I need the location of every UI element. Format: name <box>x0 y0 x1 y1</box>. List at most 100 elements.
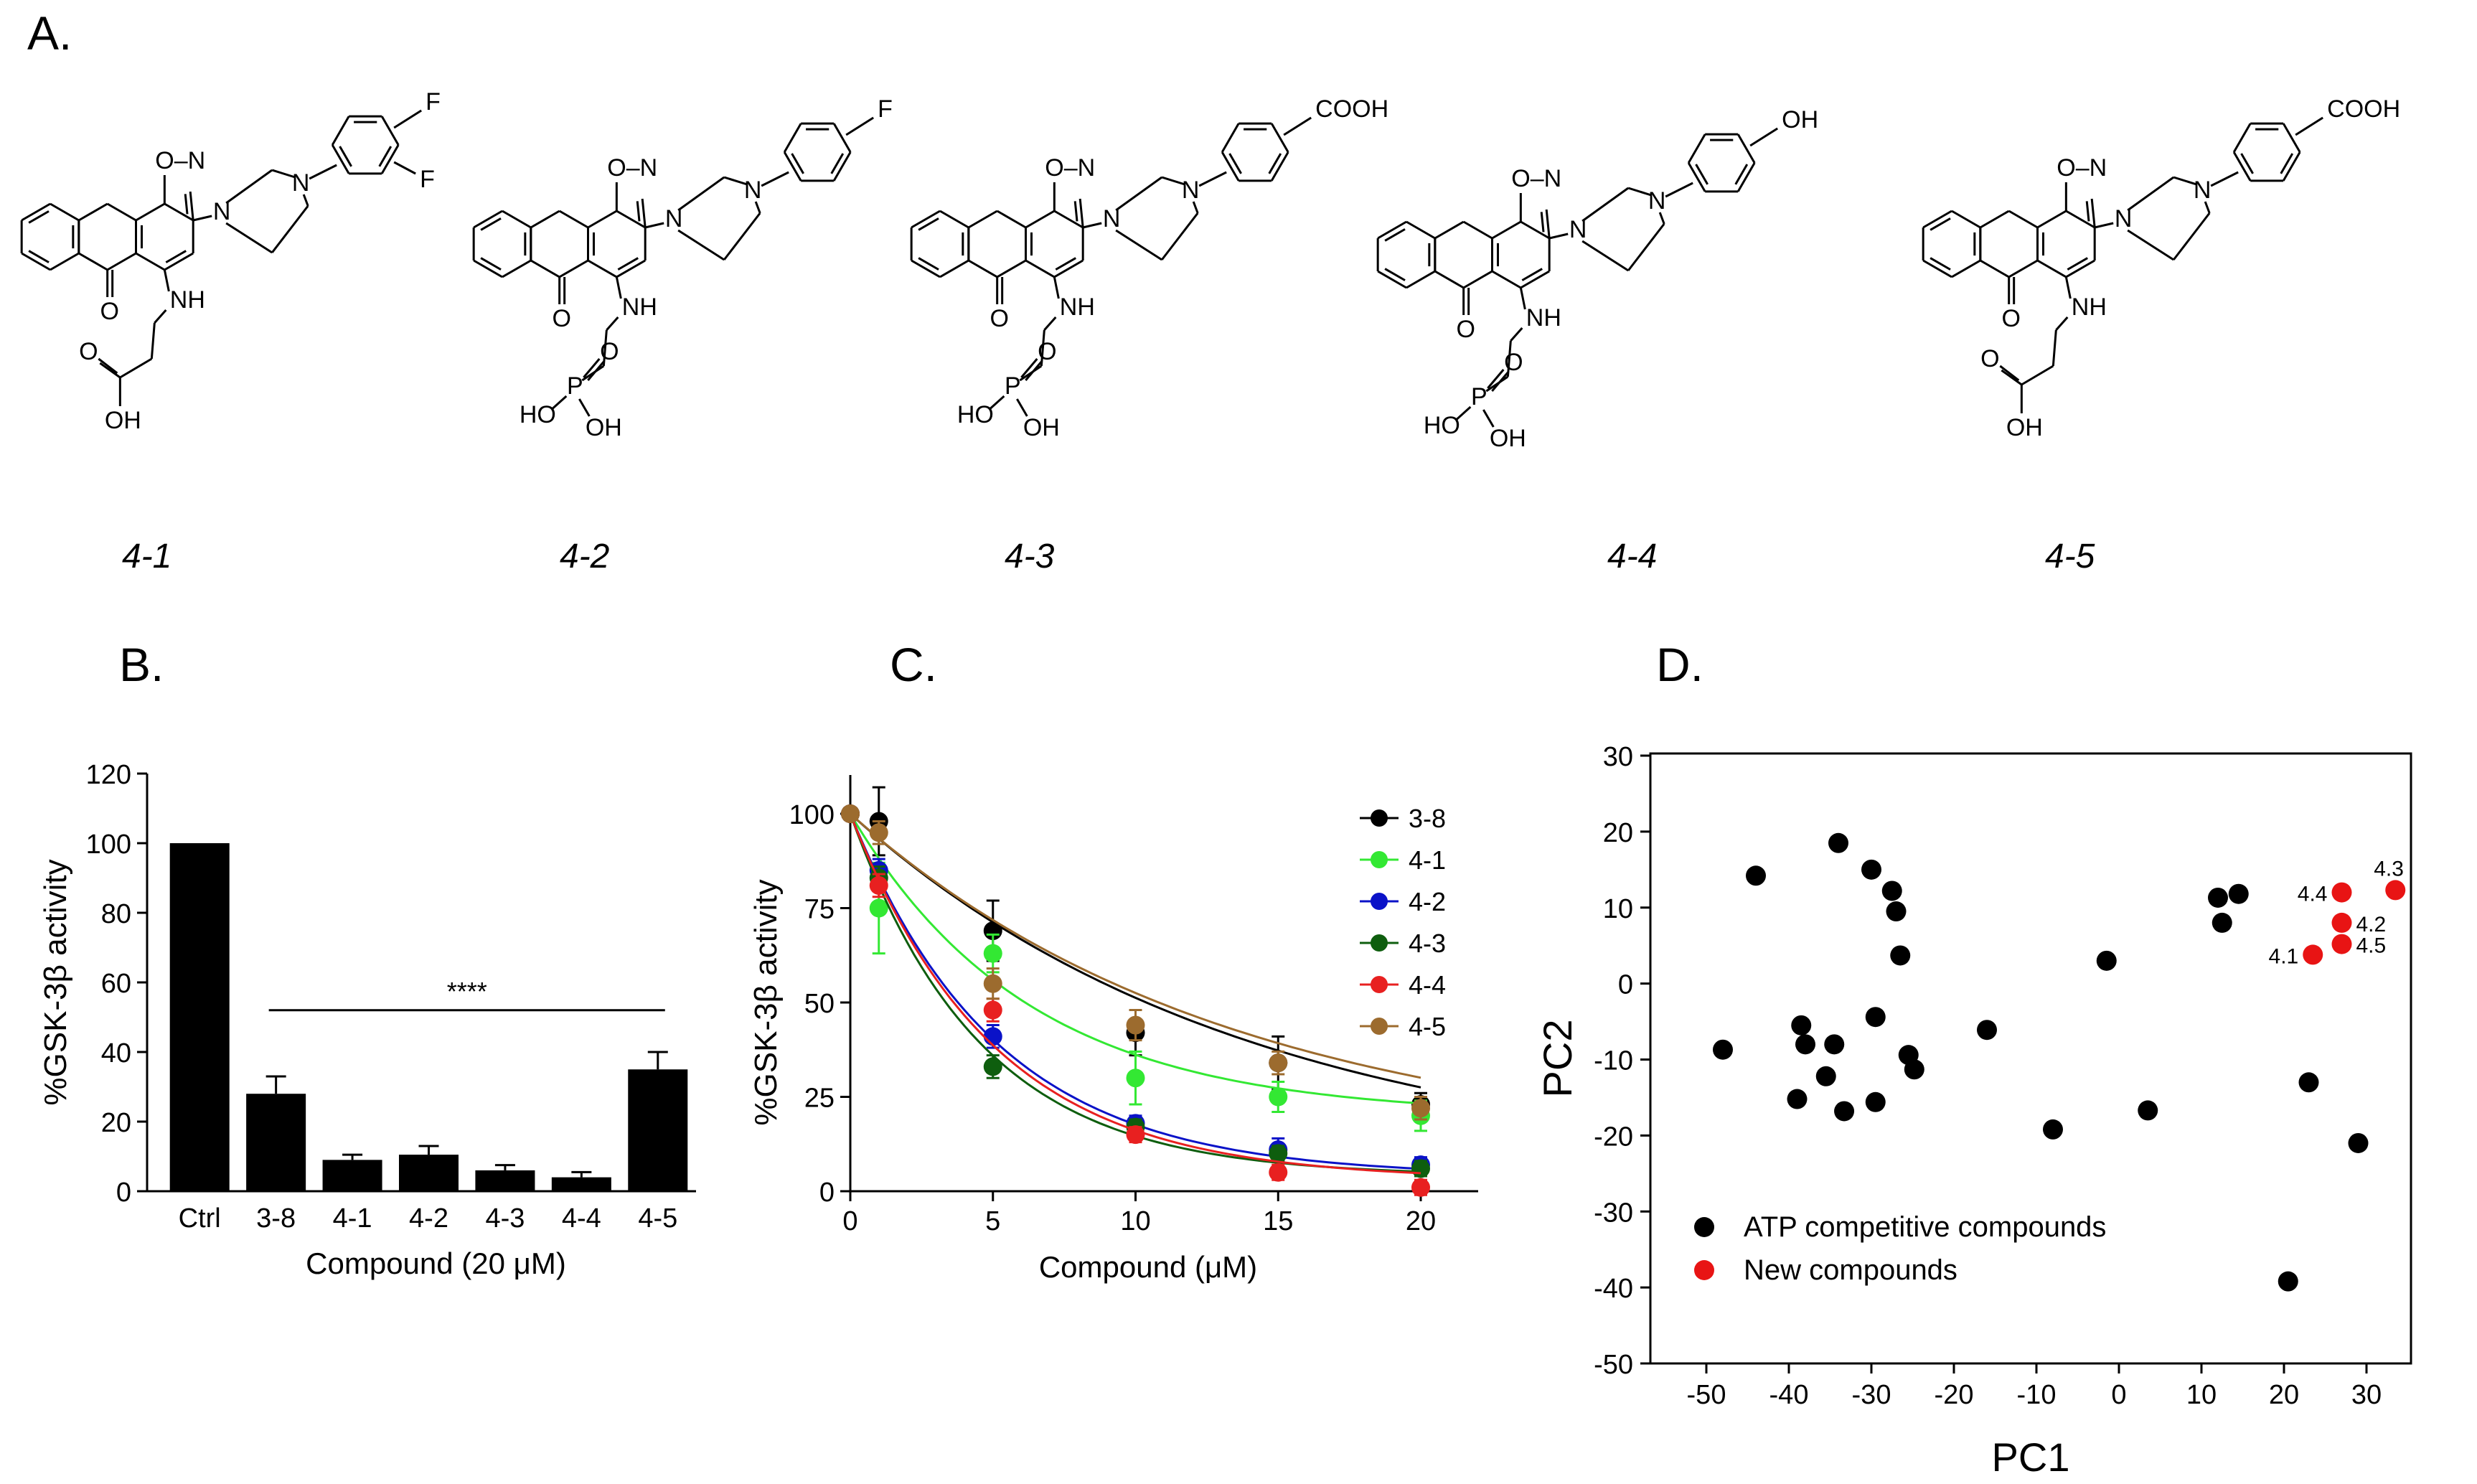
legend-label: 4-4 <box>1409 970 1446 1000</box>
phenyl-ring-bond <box>1238 122 1272 125</box>
phosphorus-label: P <box>567 372 583 400</box>
piperazine-link-bond <box>644 222 664 229</box>
bar <box>246 1094 306 1191</box>
piperazine-n2-label: N <box>1648 187 1666 215</box>
aryl-ring-bond <box>1491 220 1522 240</box>
y-tick-label: 0 <box>116 1178 131 1208</box>
y-tick-label: 30 <box>1603 742 1633 772</box>
linker-bond <box>1506 340 1512 377</box>
phenyl-ring-bond <box>1270 123 1289 153</box>
phenyl-ring-bond <box>801 179 835 182</box>
fit-curve <box>850 812 1421 1079</box>
benzo-ring-bond <box>1922 210 1952 229</box>
atp-compound-point <box>1828 832 1848 853</box>
isoxazole-bond <box>1078 198 1084 228</box>
piperazine-bond <box>302 194 309 207</box>
benzo-ring-double-bond <box>28 210 50 224</box>
aryl-ring-double-bond <box>165 250 187 263</box>
piperazine-bond <box>2173 176 2197 186</box>
atp-compound-point <box>2138 1100 2158 1121</box>
ketone-oxygen-label: O <box>552 305 570 332</box>
piperazine-bond <box>1160 212 1199 260</box>
x-tick-label: 20 <box>1406 1206 1436 1236</box>
ketone-oxygen-label: O <box>2001 305 2020 332</box>
piperazine-bond <box>1161 176 1185 186</box>
data-point <box>1126 1015 1145 1035</box>
carboxyl-bond <box>98 357 118 375</box>
aryl-ring-bond <box>616 210 646 229</box>
benzo-ring-bond <box>21 252 51 271</box>
aryl-ring-bond <box>135 202 166 222</box>
panel-letter-d: D. <box>1656 638 1703 691</box>
legend-marker <box>1371 893 1388 910</box>
piperazine-bond <box>723 212 761 260</box>
phenyl-ring-double-bond <box>354 121 377 123</box>
aryl-ring-bond <box>135 252 166 271</box>
aryl-link-bond <box>2210 171 2239 187</box>
amine-label: NH <box>2072 293 2107 321</box>
phosphoryl-bond <box>1025 361 1043 381</box>
x-axis-title: Compound (20 μM) <box>306 1246 566 1280</box>
amine-label: NH <box>622 293 657 321</box>
central-ring-bond <box>968 259 998 278</box>
bar <box>628 1069 688 1191</box>
linker-bond <box>2055 316 2069 331</box>
phenyl-ring-bond <box>1736 162 1756 192</box>
phenyl-ring-double-bond <box>2240 153 2254 174</box>
isoxazole-double-bond <box>184 194 189 215</box>
linker-bond <box>119 357 153 379</box>
compound-label-4-3: 4-3 <box>1005 537 1055 576</box>
atp-compound-point <box>1904 1059 1924 1080</box>
x-tick-label: 4-2 <box>409 1203 448 1234</box>
piperazine-bond <box>1115 229 1162 261</box>
aryl-ring-bond <box>1520 220 1550 240</box>
new-compound-point <box>2303 944 2323 965</box>
atp-compound-point <box>1865 1007 1886 1028</box>
piperazine-link-bond <box>1548 233 1569 240</box>
benzo-ring-double-bond <box>28 250 50 263</box>
phenyl-ring-bond <box>1736 133 1756 164</box>
benzo-ring-bond <box>1922 259 1952 278</box>
y-axis-title: %GSK-3β activity <box>748 879 784 1125</box>
benzo-ring-bond <box>1406 270 1436 289</box>
phosphonate-ho-label: HO <box>957 401 994 428</box>
phenyl-ring-bond <box>783 151 802 182</box>
linker-bond <box>2051 329 2057 367</box>
x-tick-label: 4-3 <box>485 1203 525 1234</box>
new-compound-point <box>2385 880 2406 901</box>
benzo-ring-bond <box>939 210 969 229</box>
x-tick-label: -40 <box>1769 1380 1809 1410</box>
x-tick-label: 20 <box>2269 1380 2299 1410</box>
phenyl-ring-bond <box>1705 190 1739 193</box>
piperazine-link-bond <box>1082 222 1102 229</box>
y-tick-label: 25 <box>804 1084 835 1114</box>
isoxazole-double-bond <box>1540 212 1545 233</box>
carboxyl-oh-label: OH <box>105 407 141 434</box>
benzo-ring-bond <box>21 202 51 222</box>
central-ring-bond <box>558 210 589 229</box>
new-compound-point <box>2331 912 2352 933</box>
phenyl-ring <box>2232 122 2301 182</box>
phosphonate-bond <box>1482 409 1495 428</box>
piperazine-bond <box>1115 176 1163 212</box>
linker-bond <box>154 309 167 324</box>
data-point <box>983 974 1002 993</box>
bar <box>475 1170 535 1191</box>
data-point <box>841 804 860 823</box>
x-tick-label: 30 <box>2351 1380 2382 1410</box>
benzo-ring-bond <box>502 259 532 278</box>
phosphorus-label: P <box>1005 372 1021 400</box>
phenyl-ring-bond <box>331 144 350 174</box>
aryl-ring-bond <box>164 252 194 271</box>
phenyl-ring-double-bond <box>339 146 352 167</box>
aryl-ring-bond <box>616 259 646 278</box>
benzo-ring-bond <box>473 210 503 229</box>
x-tick-label: 10 <box>1120 1206 1150 1236</box>
compound-label-4-2: 4-2 <box>560 537 610 576</box>
linker-bond <box>606 316 619 331</box>
atp-compound-point <box>1791 1015 1812 1035</box>
phenyl-ring-bond <box>349 115 382 118</box>
phenyl-ring-bond <box>380 144 400 174</box>
